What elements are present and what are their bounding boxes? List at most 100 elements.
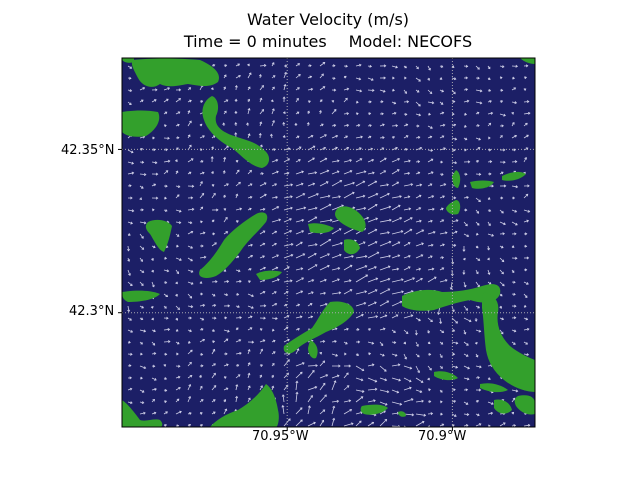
velocity-arrow-head bbox=[527, 111, 531, 115]
velocity-arrow-head bbox=[263, 316, 266, 320]
velocity-arrow bbox=[403, 266, 411, 271]
velocity-arrow bbox=[259, 208, 265, 211]
velocity-arrow bbox=[319, 303, 328, 307]
velocity-arrow bbox=[463, 329, 466, 335]
velocity-arrow bbox=[523, 209, 530, 213]
velocity-arrow bbox=[355, 377, 363, 381]
velocity-arrow-head bbox=[349, 408, 353, 412]
velocity-arrow-head bbox=[200, 424, 204, 427]
velocity-arrow-head bbox=[275, 317, 278, 320]
velocity-arrow-head bbox=[211, 146, 214, 149]
velocity-arrow bbox=[499, 221, 506, 225]
velocity-arrow-head bbox=[167, 340, 171, 344]
velocity-arrow-head bbox=[423, 413, 427, 417]
velocity-arrow bbox=[367, 422, 374, 427]
velocity-arrow bbox=[283, 230, 292, 235]
velocity-arrow-head bbox=[466, 195, 469, 199]
velocity-arrow-head bbox=[300, 419, 303, 422]
velocity-arrow bbox=[499, 422, 506, 427]
velocity-arrow-head bbox=[524, 295, 528, 298]
velocity-arrow-head bbox=[248, 72, 252, 75]
velocity-arrow-head bbox=[131, 171, 135, 175]
velocity-arrow-head bbox=[361, 368, 365, 372]
velocity-arrow bbox=[307, 145, 316, 151]
velocity-arrow-head bbox=[164, 424, 167, 427]
velocity-arrow-head bbox=[202, 338, 206, 342]
velocity-arrow-head bbox=[324, 157, 328, 161]
velocity-arrow-head bbox=[271, 374, 275, 378]
velocity-arrow bbox=[319, 253, 330, 259]
velocity-arrow bbox=[319, 409, 325, 415]
velocity-arrow-head bbox=[501, 124, 504, 128]
velocity-arrow-head bbox=[318, 110, 322, 113]
velocity-arrow-head bbox=[129, 102, 132, 105]
velocity-arrow-head bbox=[375, 277, 379, 281]
velocity-arrow-head bbox=[258, 73, 262, 77]
velocity-arrow-head bbox=[490, 411, 494, 415]
velocity-arrow-head bbox=[190, 349, 193, 353]
velocity-arrow bbox=[439, 124, 445, 127]
velocity-arrow bbox=[163, 98, 169, 103]
velocity-arrow bbox=[415, 317, 421, 321]
velocity-arrow-head bbox=[295, 391, 299, 395]
velocity-arrow-head bbox=[190, 269, 194, 273]
velocity-arrow-head bbox=[234, 84, 238, 88]
velocity-arrow-head bbox=[374, 203, 378, 207]
velocity-arrow-head bbox=[309, 303, 313, 306]
velocity-arrow bbox=[367, 266, 377, 271]
land-masses bbox=[122, 58, 535, 427]
velocity-arrow bbox=[427, 276, 437, 283]
velocity-arrow-head bbox=[210, 156, 214, 159]
velocity-arrow-head bbox=[478, 388, 482, 392]
velocity-arrow-head bbox=[363, 206, 367, 210]
velocity-arrow bbox=[427, 89, 433, 94]
velocity-arrow-head bbox=[418, 103, 421, 107]
velocity-arrow-head bbox=[351, 254, 354, 258]
velocity-arrow bbox=[415, 413, 426, 416]
velocity-arrow-head bbox=[362, 180, 366, 184]
velocity-arrow bbox=[367, 315, 378, 319]
velocity-arrow-head bbox=[246, 122, 250, 126]
velocity-arrow-head bbox=[225, 216, 228, 220]
velocity-arrow-head bbox=[503, 113, 506, 117]
velocity-arrow-head bbox=[139, 197, 142, 200]
velocity-arrow-head bbox=[453, 91, 456, 95]
velocity-arrow bbox=[379, 219, 392, 223]
velocity-arrow-head bbox=[512, 397, 516, 401]
velocity-arrow bbox=[223, 217, 228, 223]
velocity-arrow-head bbox=[213, 399, 216, 402]
velocity-arrow-head bbox=[465, 64, 469, 68]
velocity-arrow-head bbox=[332, 405, 336, 409]
velocity-arrow-head bbox=[200, 364, 204, 368]
velocity-arrow bbox=[271, 254, 279, 259]
velocity-arrow bbox=[247, 397, 251, 403]
velocity-arrow-head bbox=[212, 293, 216, 297]
velocity-arrow bbox=[319, 292, 326, 295]
velocity-arrow bbox=[427, 244, 434, 247]
velocity-arrow-head bbox=[392, 88, 395, 92]
velocity-arrow-head bbox=[419, 146, 423, 150]
velocity-arrow-head bbox=[476, 232, 479, 236]
velocity-arrow-head bbox=[310, 87, 314, 91]
velocity-arrow-head bbox=[364, 290, 368, 294]
velocity-arrow-head bbox=[129, 318, 132, 321]
velocity-arrow-head bbox=[380, 100, 384, 104]
velocity-arrow-head bbox=[357, 340, 361, 344]
velocity-arrow bbox=[283, 372, 289, 379]
velocity-arrow bbox=[319, 62, 325, 67]
velocity-arrow bbox=[283, 207, 293, 211]
velocity-arrow-head bbox=[259, 374, 263, 378]
velocity-arrow bbox=[331, 135, 338, 139]
velocity-arrow-head bbox=[190, 230, 194, 234]
velocity-arrow-head bbox=[297, 63, 301, 66]
velocity-arrow-head bbox=[387, 277, 391, 281]
velocity-arrow-head bbox=[477, 305, 480, 309]
velocity-arrow-head bbox=[394, 353, 398, 357]
velocity-arrow-head bbox=[455, 321, 458, 324]
velocity-arrow-head bbox=[388, 240, 392, 244]
velocity-arrow-head bbox=[465, 388, 469, 392]
velocity-arrow bbox=[139, 173, 146, 176]
velocity-arrow-head bbox=[453, 123, 457, 127]
velocity-arrow-head bbox=[428, 352, 432, 356]
velocity-arrow-head bbox=[408, 207, 412, 211]
